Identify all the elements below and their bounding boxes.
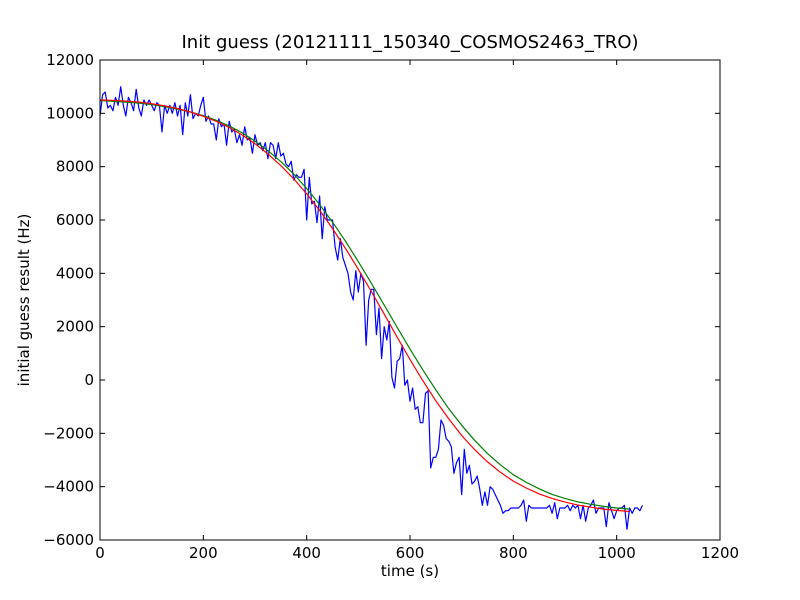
- x-tick-label: 0: [95, 544, 105, 562]
- chart-title: Init guess (20121111_150340_COSMOS2463_T…: [181, 32, 638, 53]
- x-tick-label: 1200: [701, 544, 739, 562]
- series-line-3: [99, 99, 630, 513]
- series-layer: [99, 86, 644, 530]
- y-tick-label: 8000: [56, 158, 94, 176]
- x-tick-label: 400: [292, 544, 321, 562]
- y-tick-label: −6000: [43, 531, 94, 549]
- y-axis-title: initial guess result (Hz): [15, 214, 33, 387]
- y-tick-label: 2000: [56, 318, 94, 336]
- y-tick-label: −4000: [43, 478, 94, 496]
- series-line-1: [99, 86, 644, 530]
- y-tick-label: 4000: [56, 264, 94, 282]
- tick-layer: 0 200 400 600 800 1000 1200 −6000 −4000 −2000 0 200…: [43, 51, 739, 562]
- x-tick-label: 200: [189, 544, 218, 562]
- plot-area: [100, 60, 720, 540]
- x-tick-label: 1000: [598, 544, 636, 562]
- y-tick-label: 10000: [46, 104, 94, 122]
- y-tick-label: 12000: [46, 51, 94, 69]
- x-axis-title: time (s): [381, 562, 439, 580]
- x-tick-label: 600: [396, 544, 425, 562]
- y-tick-label: −2000: [43, 424, 94, 442]
- y-tick-label: 0: [84, 371, 94, 389]
- y-tick-label: 6000: [56, 211, 94, 229]
- x-tick-label: 800: [499, 544, 528, 562]
